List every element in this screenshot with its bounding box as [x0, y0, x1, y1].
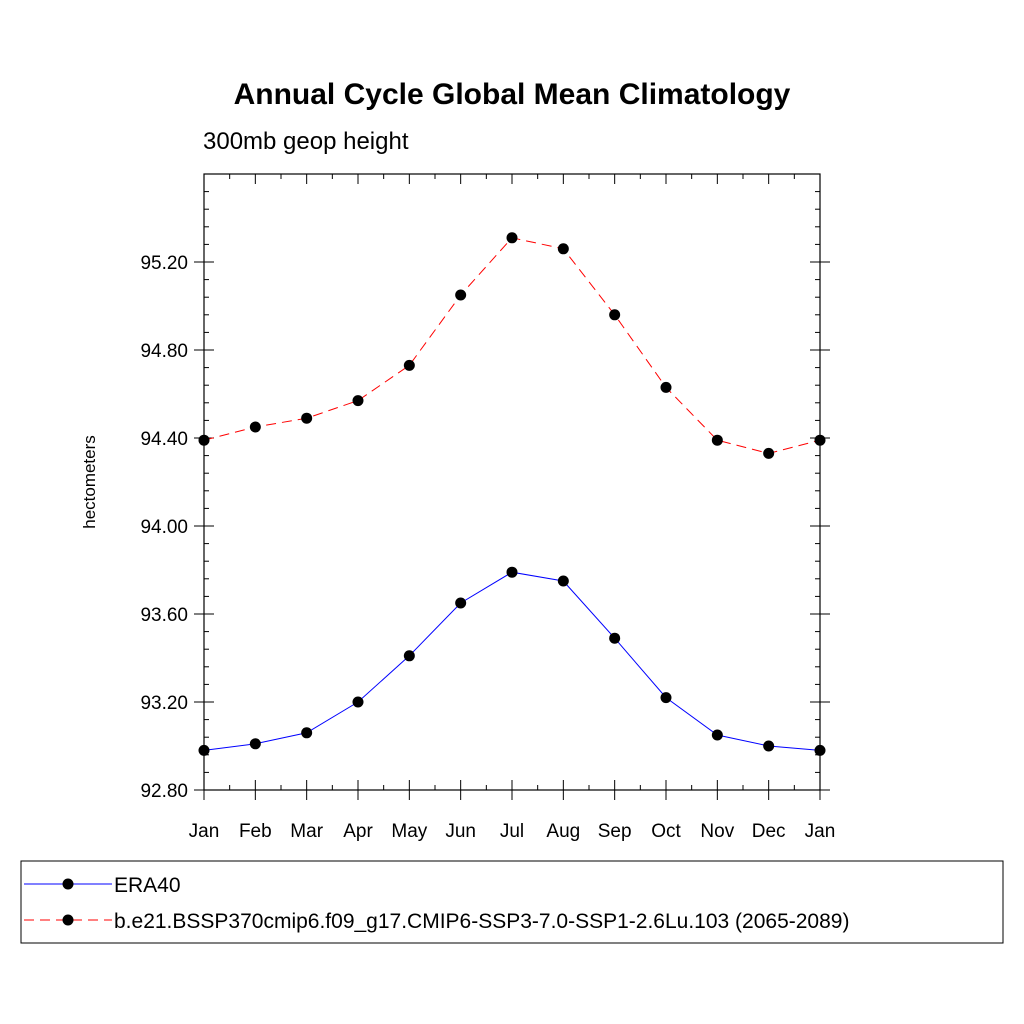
series-1-point: [506, 566, 518, 578]
y-tick-label: 92.80: [140, 781, 188, 802]
series-2-point: [763, 447, 775, 459]
series-2-point: [609, 309, 621, 321]
series-2-point: [352, 395, 364, 407]
y-tick-label: 93.60: [140, 605, 188, 626]
legend-label-1: ERA40: [114, 874, 181, 897]
legend-box: [20, 860, 1004, 944]
x-tick-label: Apr: [343, 821, 373, 842]
series-layer: [198, 232, 826, 756]
series-2-point: [814, 434, 826, 446]
x-tick-label: Dec: [752, 821, 786, 842]
y-tick-label: 95.20: [140, 253, 188, 274]
series-1-point: [660, 692, 672, 704]
x-tick-label: Oct: [651, 821, 681, 842]
plot-frame: [203, 173, 821, 791]
x-tick-label: Jun: [445, 821, 476, 842]
series-1-point: [609, 632, 621, 644]
x-tick-label: Feb: [239, 821, 272, 842]
series-2-point: [506, 232, 518, 244]
legend: ERA40 b.e21.BSSP370cmip6.f09_g17.CMIP6-SS…: [24, 874, 849, 933]
series-2-point: [455, 289, 467, 301]
series-1-point: [814, 744, 826, 756]
series-1-point: [557, 575, 569, 587]
y-axis-label: hectometers: [80, 435, 99, 529]
series-1-point: [352, 696, 364, 708]
x-tick-label: Jul: [500, 821, 524, 842]
series-1-point: [403, 650, 415, 662]
x-tick-label: Mar: [290, 821, 323, 842]
series-2-point: [557, 243, 569, 255]
y-tick-label: 94.80: [140, 341, 188, 362]
legend-marker-2: [62, 914, 74, 926]
series-line-1: [203, 571, 821, 751]
y-tick-label: 94.00: [140, 517, 188, 538]
series-1-point: [763, 740, 775, 752]
series-2-point: [198, 434, 210, 446]
series-2-point: [301, 412, 313, 424]
series-1-point: [711, 729, 723, 741]
x-tick-label: Jan: [189, 821, 220, 842]
legend-label-2: b.e21.BSSP370cmip6.f09_g17.CMIP6-SSP3-7.…: [114, 910, 849, 933]
series-2-point: [403, 359, 415, 371]
y-tick-label: 93.20: [140, 693, 188, 714]
x-tick-label: Jan: [805, 821, 836, 842]
chart-subtitle: 300mb geop height: [203, 128, 409, 155]
y-tick-label: 94.40: [140, 429, 188, 450]
series-1-point: [198, 744, 210, 756]
series-2-point: [711, 434, 723, 446]
x-tick-label: Sep: [598, 821, 632, 842]
x-tick-label: Nov: [700, 821, 734, 842]
series-1-point: [455, 597, 467, 609]
series-line-2: [203, 237, 821, 454]
ticks-layer: Jan Feb Mar Apr May Jun Jul Aug Sep Oct Nov Dec Jan9…: [140, 173, 836, 842]
x-tick-label: May: [391, 821, 427, 842]
legend-marker-1: [62, 878, 74, 890]
x-tick-label: Aug: [546, 821, 580, 842]
series-1-point: [301, 727, 313, 739]
series-2-point: [660, 381, 672, 393]
chart-title: Annual Cycle Global Mean Climatology: [234, 78, 791, 111]
series-2-point: [249, 421, 261, 433]
series-1-point: [249, 738, 261, 750]
